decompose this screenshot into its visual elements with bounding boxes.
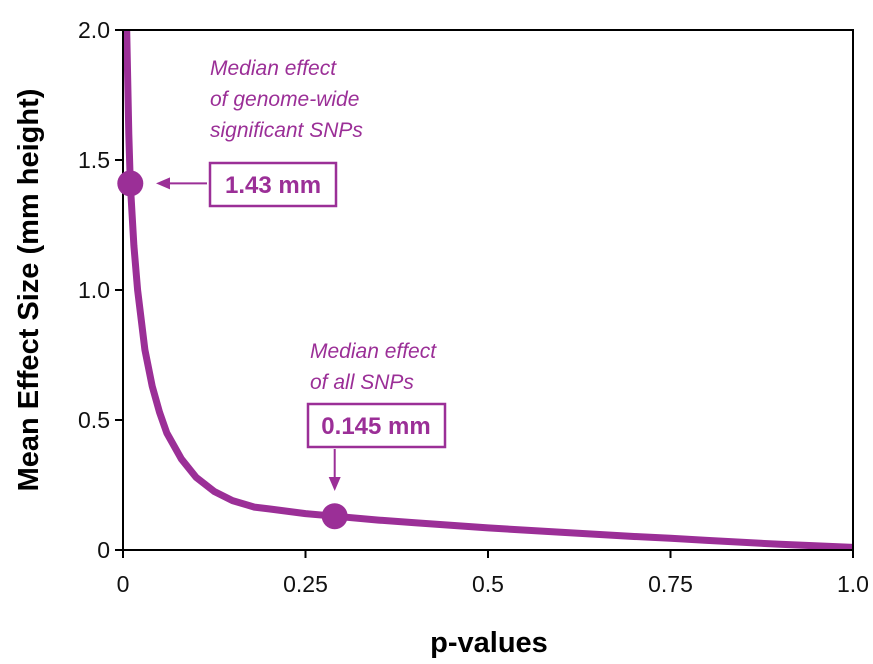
value-label: 0.145 mm (321, 413, 430, 440)
y-tick-label: 1.0 (78, 277, 110, 303)
annotation-text: of all SNPs (310, 371, 414, 394)
series-line (123, 30, 853, 550)
x-tick-label: 0.25 (283, 571, 328, 597)
annotation-text: of genome-wide (210, 88, 359, 111)
x-tick-label: 1.0 (837, 571, 869, 597)
annotation-text: significant SNPs (210, 119, 363, 142)
y-tick-label: 2.0 (78, 17, 110, 43)
x-tick-label: 0 (117, 571, 130, 597)
x-tick-label: 0.75 (648, 571, 693, 597)
arrow-head (156, 177, 170, 190)
y-tick-label: 0.5 (78, 407, 110, 433)
median-point (117, 170, 144, 197)
value-box (208, 161, 338, 208)
annotation-text: Median effect (310, 340, 437, 363)
annotation-text: Median effect (210, 57, 337, 80)
y-tick-label: 0 (97, 537, 110, 563)
value-box (306, 402, 447, 449)
x-axis-title: p-values (430, 627, 548, 659)
arrow-head (328, 477, 341, 491)
y-axis-title: Mean Effect Size (mm height) (13, 89, 45, 492)
value-label: 1.43 mm (225, 172, 321, 199)
x-tick-label: 0.5 (472, 571, 504, 597)
y-tick-label: 1.5 (78, 147, 110, 173)
median-point (321, 503, 348, 530)
